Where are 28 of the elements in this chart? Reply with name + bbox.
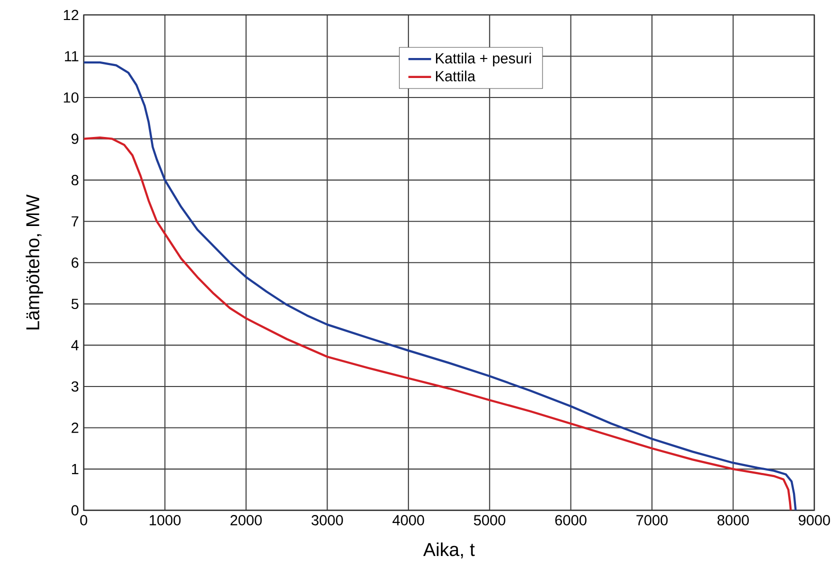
y-tick-label: 11 <box>64 51 78 62</box>
x-tick-label: 0 <box>80 514 88 526</box>
y-tick-label: 5 <box>71 298 78 309</box>
y-axis-title: Lämpöteho, MW <box>26 194 44 330</box>
y-tick-label: 6 <box>72 257 78 268</box>
legend-label: Kattila <box>436 70 476 82</box>
x-tick-label: 5000 <box>474 514 506 526</box>
x-tick-label: 6000 <box>555 514 586 526</box>
y-tick-label: 2 <box>72 422 78 433</box>
x-tick-label: 4000 <box>392 514 424 526</box>
y-tick-label: 0 <box>71 505 78 516</box>
legend-label: Kattila + pesuri <box>436 52 531 66</box>
y-tick-label: 10 <box>64 92 78 103</box>
line-series <box>84 136 792 510</box>
y-tick-label: 12 <box>64 10 78 20</box>
x-tick-label: 3000 <box>312 514 343 526</box>
y-tick-label: 9 <box>72 134 78 144</box>
x-tick-label: 9000 <box>798 514 830 526</box>
x-tick-label: 2000 <box>230 514 262 526</box>
x-tick-label: 1000 <box>150 514 181 526</box>
x-axis-title: Aika, t <box>423 542 475 558</box>
y-tick-label: 8 <box>72 174 78 186</box>
y-tick-label: 3 <box>71 381 78 392</box>
x-tick-label: 8000 <box>718 514 749 526</box>
y-tick-label: 4 <box>71 340 79 350</box>
y-tick-label: 1 <box>72 464 78 474</box>
x-tick-label: 7000 <box>636 514 668 526</box>
y-tick-label: 7 <box>72 216 78 226</box>
